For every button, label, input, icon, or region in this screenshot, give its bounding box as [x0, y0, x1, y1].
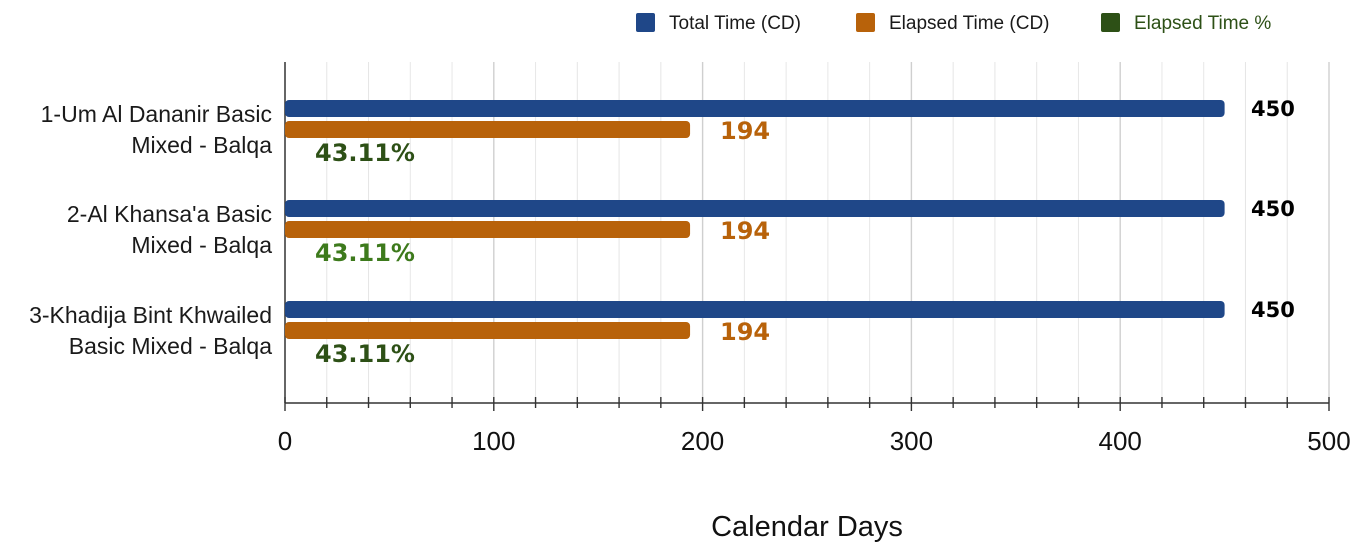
x-axis-title: Calendar Days: [711, 511, 903, 543]
category-label-line2: Mixed - Balqa: [131, 132, 272, 158]
legend-swatch: [1101, 13, 1120, 32]
category-label-line1: 1-Um Al Dananir Basic: [41, 101, 272, 127]
category-label-line2: Basic Mixed - Balqa: [69, 333, 272, 359]
elapsed-time-bar: [285, 121, 691, 138]
legend-label: Elapsed Time (CD): [889, 13, 1050, 34]
elapsed-time-value-label: 194: [720, 217, 770, 245]
x-tick-label: 500: [1307, 426, 1350, 456]
total-time-bar: [285, 100, 1225, 117]
legend-label: Elapsed Time %: [1134, 13, 1271, 34]
legend: Total Time (CD) Elapsed Time (CD) Elapsed …: [636, 13, 1271, 34]
x-tick-label: 0: [278, 426, 292, 456]
tick-labels: 0 100 200 300 400 500: [278, 426, 1351, 456]
elapsed-time-value-label: 194: [720, 318, 770, 346]
elapsed-time-bar: [285, 221, 691, 238]
total-time-bar: [285, 301, 1225, 318]
category-labels: 1-Um Al Dananir Basic Mixed - Balqa 2-Al K…: [29, 101, 272, 359]
bars: [285, 100, 1225, 339]
x-tick-label: 300: [890, 426, 933, 456]
total-time-value-label: 450: [1251, 298, 1295, 322]
total-time-value-label: 450: [1251, 97, 1295, 121]
legend-swatch: [636, 13, 655, 32]
category-label-line1: 3-Khadija Bint Khwailed: [29, 302, 272, 328]
legend-label: Total Time (CD): [669, 13, 801, 34]
total-time-value-label: 450: [1251, 197, 1295, 221]
category-label-line2: Mixed - Balqa: [131, 232, 272, 258]
x-tick-label: 100: [472, 426, 515, 456]
elapsed-time-bar: [285, 322, 691, 339]
elapsed-percent-label: 43.11%: [315, 139, 415, 167]
elapsed-percent-label: 43.11%: [315, 340, 415, 368]
legend-swatch: [856, 13, 875, 32]
elapsed-time-value-label: 194: [720, 117, 770, 145]
x-tick-label: 400: [1099, 426, 1142, 456]
gridlines: [326, 62, 1330, 403]
x-tick-label: 200: [681, 426, 724, 456]
value-labels: 450 194 43.11% 450 194 43.11% 450 194 43.11%: [315, 97, 1295, 368]
category-label-line1: 2-Al Khansa'a Basic: [67, 201, 272, 227]
total-time-bar: [285, 200, 1225, 217]
elapsed-percent-label: 43.11%: [315, 239, 415, 267]
